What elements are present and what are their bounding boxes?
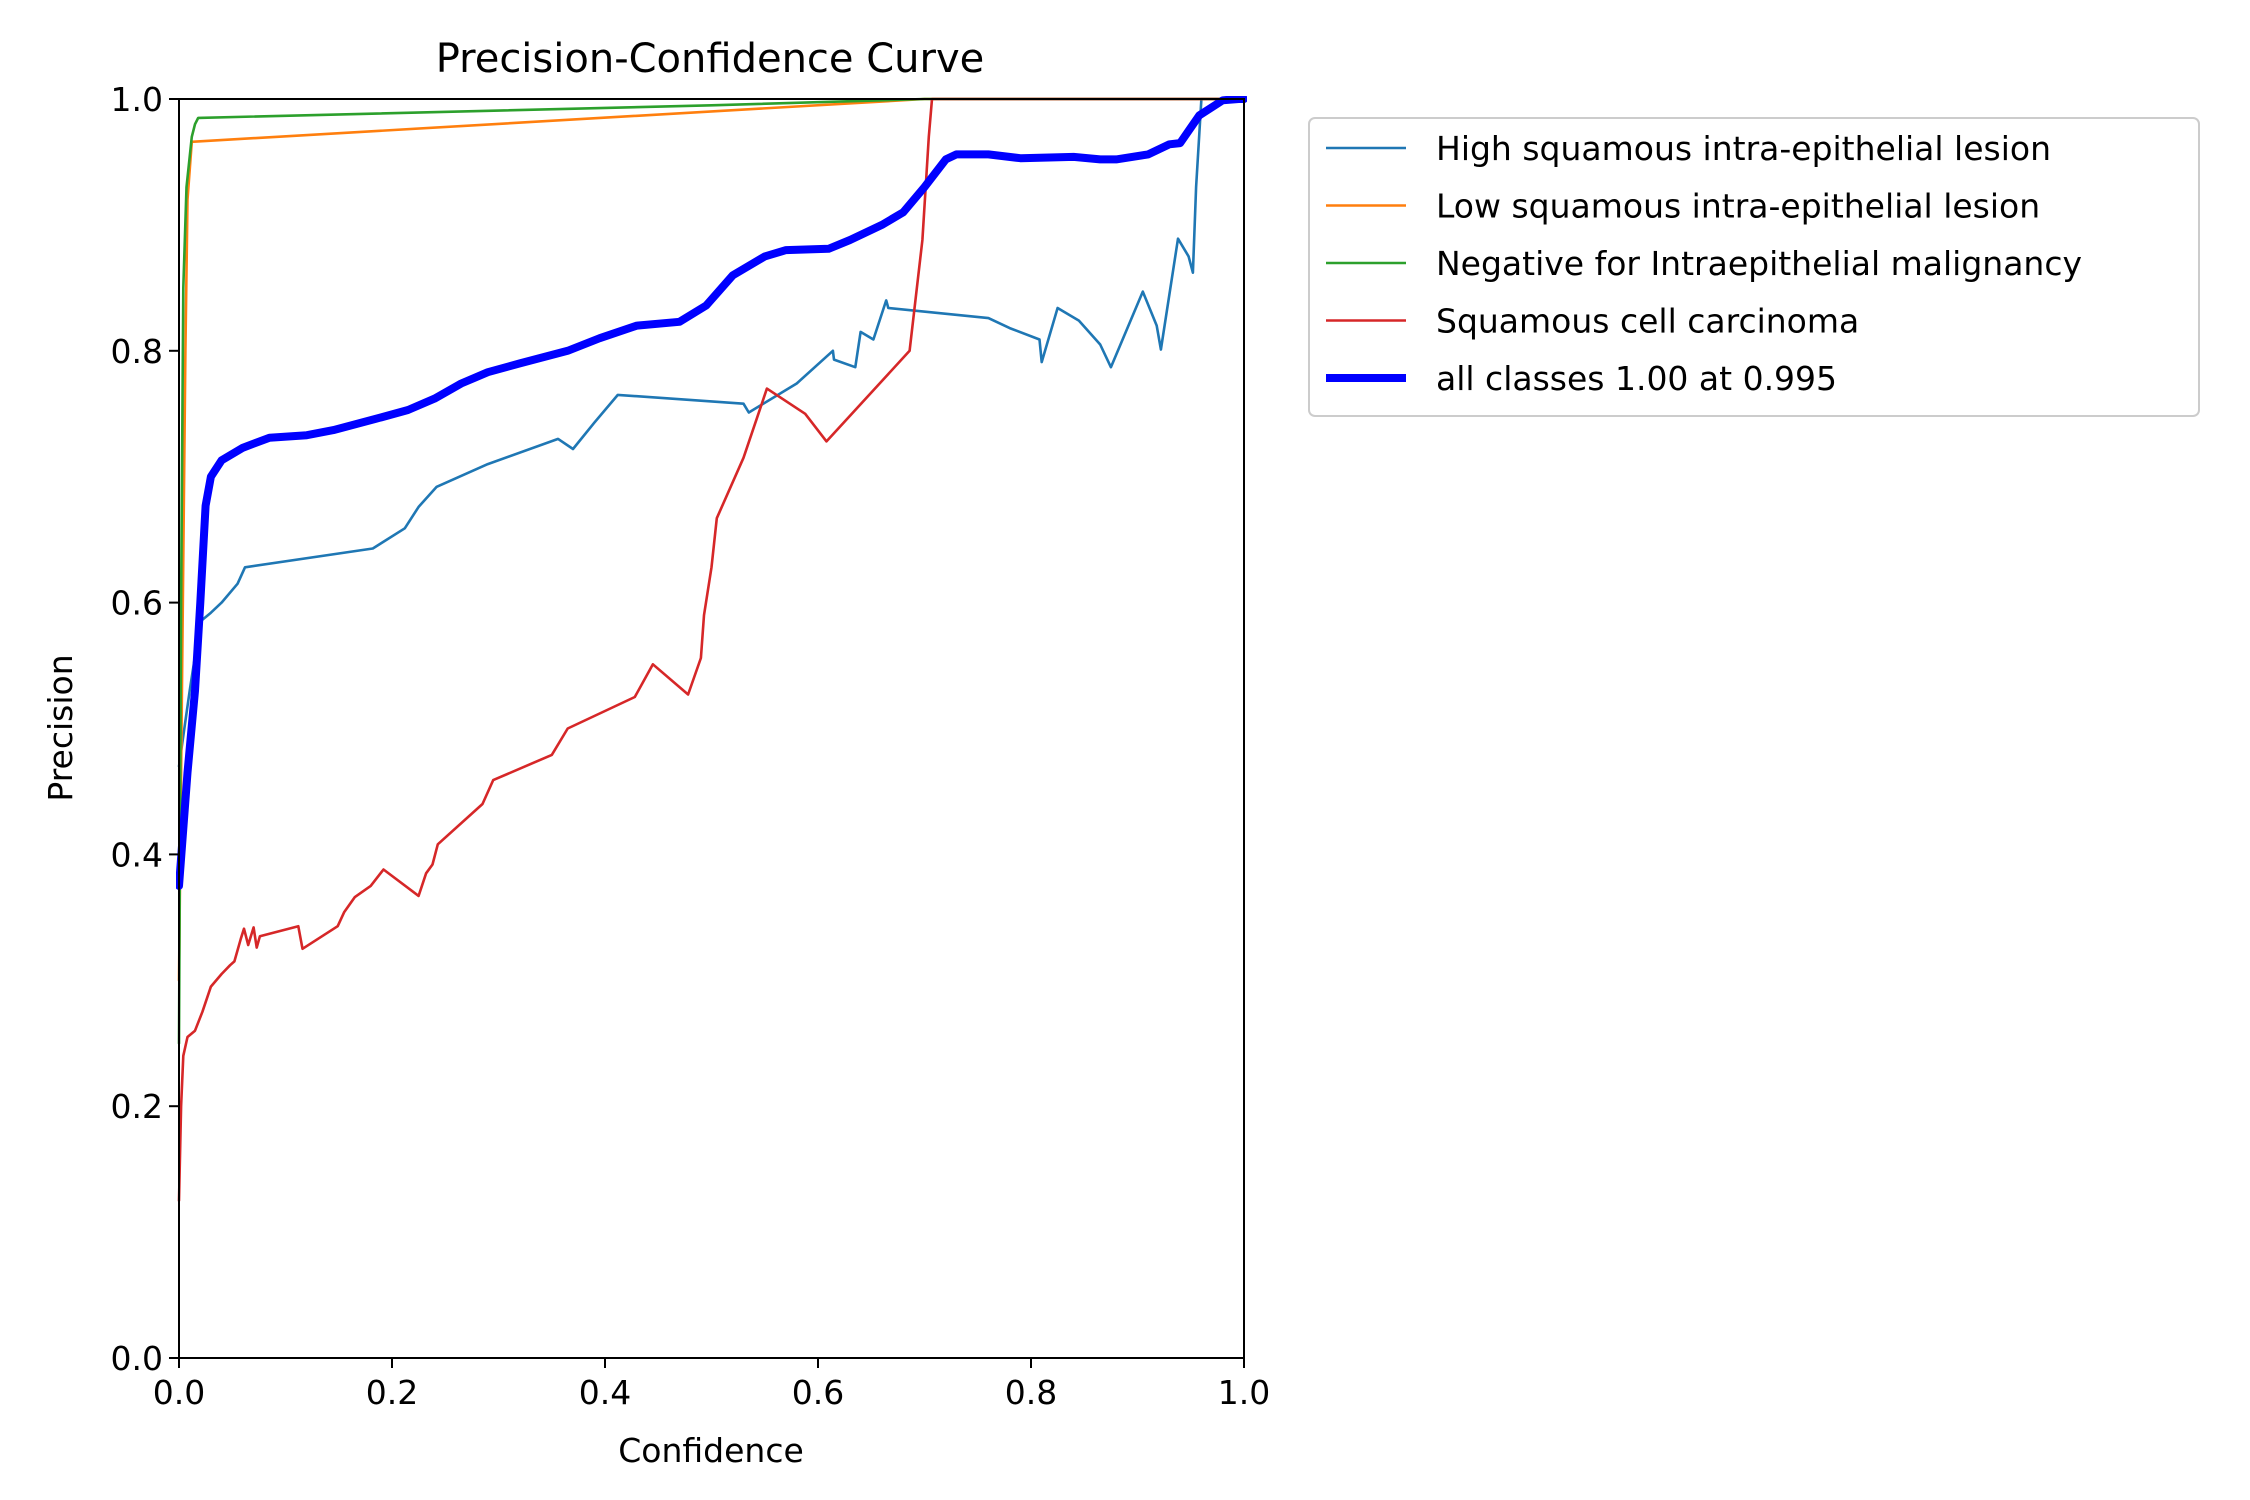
x-axis-label: Confidence: [618, 1431, 804, 1470]
legend: High squamous intra-epithelial lesion Low…: [1308, 117, 2200, 417]
series-line-3: [177, 97, 1246, 1045]
series-layer: [176, 96, 1247, 1202]
y-tick-label: 0.8: [111, 332, 163, 371]
x-axis: 0.0 0.2 0.4 0.6 0.8 1.0: [153, 1358, 1270, 1412]
chart-title: Precision-Confidence Curve: [436, 36, 985, 82]
legend-label-3: Negative for Intraepithelial malignancy: [1436, 244, 2082, 283]
x-tick-label: 0.8: [1005, 1373, 1057, 1412]
legend-label-5: all classes 1.00 at 0.995: [1436, 359, 1837, 398]
x-tick-label: 1.0: [1218, 1373, 1270, 1412]
y-axis: 0.0 0.2 0.4 0.6 0.8 1.0: [111, 80, 179, 1378]
legend-label-4: Squamous cell carcinoma: [1436, 302, 1859, 341]
legend-box: [1308, 117, 2200, 417]
x-tick-label: 0.2: [366, 1373, 418, 1412]
x-tick-label: 0.4: [579, 1373, 631, 1412]
series-line-4: [177, 97, 1246, 1202]
plot-frame: [178, 98, 1245, 1359]
y-tick-label: 1.0: [111, 80, 163, 119]
y-tick-label: 0.6: [111, 584, 163, 623]
series-line-1: [177, 97, 1246, 768]
series-line-5: [176, 96, 1247, 890]
legend-label-2: Low squamous intra-epithelial lesion: [1436, 187, 2040, 226]
plot-area: [176, 96, 1247, 1359]
y-tick-label: 0.0: [111, 1339, 163, 1378]
x-tick-label: 0.6: [792, 1373, 844, 1412]
y-axis-label: Precision: [41, 654, 80, 801]
legend-label-1: High squamous intra-epithelial lesion: [1436, 129, 2051, 168]
y-tick-label: 0.2: [111, 1087, 163, 1126]
x-tick-label: 0.0: [153, 1373, 205, 1412]
y-tick-label: 0.4: [111, 835, 163, 874]
